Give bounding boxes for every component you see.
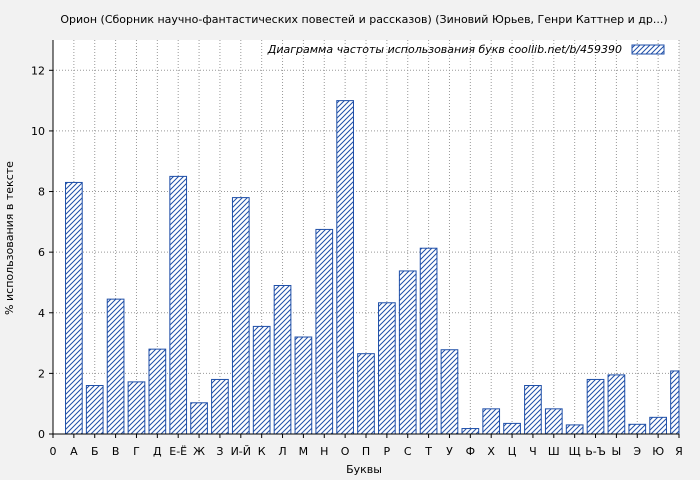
legend-swatch — [631, 44, 665, 55]
legend-label: Диаграмма частоты использования букв coo… — [267, 43, 622, 56]
x-tick-label: Д — [153, 445, 162, 458]
bar-Л — [273, 284, 292, 435]
x-tick-label: А — [70, 445, 78, 458]
x-tick-label: Ж — [193, 445, 205, 458]
x-tick-label: П — [362, 445, 370, 458]
bar-У — [440, 349, 459, 435]
bar-Ц — [503, 422, 521, 435]
x-tick-label: Ш — [548, 445, 560, 458]
bar-Ы — [607, 374, 626, 435]
bar-Х — [482, 408, 501, 435]
bar-Г — [127, 381, 146, 435]
x-tick-label: Л — [278, 445, 286, 458]
x-tick-label: 0 — [50, 445, 57, 458]
x-tick-label: И-Й — [231, 445, 251, 458]
x-tick-label: С — [404, 445, 412, 458]
bar-К — [252, 325, 271, 435]
x-tick-label: Э — [633, 445, 641, 458]
x-tick-label: Г — [133, 445, 140, 458]
y-tick-label: 4 — [38, 307, 45, 320]
x-tick-label: Ф — [466, 445, 475, 458]
bar-Щ — [565, 424, 584, 435]
bar-Ш — [544, 408, 563, 435]
x-tick-label: О — [341, 445, 350, 458]
x-tick-label: Е-Ё — [169, 445, 187, 458]
x-tick-label: Х — [487, 445, 495, 458]
bar-З — [211, 378, 229, 435]
x-tick-label: Ю — [652, 445, 664, 458]
x-tick-label: Р — [384, 445, 391, 458]
bar-Н — [315, 228, 334, 435]
y-tick-label: 8 — [38, 186, 45, 199]
bar-Ч — [524, 385, 542, 435]
x-tick-label: Щ — [569, 445, 581, 458]
y-axis-label: % использования в тексте — [3, 161, 16, 315]
y-tick-label: 6 — [38, 246, 45, 259]
bar-М — [294, 336, 313, 435]
bar-А — [65, 181, 83, 435]
bar-Б — [85, 385, 104, 435]
x-tick-label: Н — [320, 445, 328, 458]
x-axis-label: Буквы — [346, 463, 382, 476]
x-tick-label: Ь-Ъ — [585, 445, 606, 458]
y-tick-label: 12 — [31, 64, 45, 77]
bar-Д — [148, 348, 167, 435]
bar-И-Й — [231, 197, 250, 435]
x-tick-label: В — [112, 445, 120, 458]
legend: Диаграмма частоты использования букв coo… — [267, 43, 665, 56]
bar-П — [357, 353, 375, 435]
x-tick-label: Я — [675, 445, 683, 458]
x-tick-label: У — [446, 445, 453, 458]
y-tick-label: 0 — [38, 428, 45, 441]
x-tick-label: З — [216, 445, 223, 458]
bar-Э — [628, 423, 647, 435]
bar-В — [106, 298, 125, 435]
x-tick-label: Т — [424, 445, 432, 458]
bar-С — [398, 270, 417, 435]
bar-Е-Ё — [169, 175, 188, 435]
bar-Ь-Ъ — [586, 378, 605, 435]
x-tick-label: Ц — [508, 445, 517, 458]
bar-Я — [670, 370, 680, 435]
bar-Ж — [190, 402, 208, 435]
x-tick-label: Ч — [529, 445, 537, 458]
y-tick-label: 2 — [38, 367, 45, 380]
bar-Ф — [461, 428, 480, 435]
bar-Ю — [649, 416, 667, 435]
x-tick-label: К — [258, 445, 266, 458]
x-tick-label: М — [299, 445, 309, 458]
bar-Р — [378, 302, 396, 435]
x-tick-label: Ы — [612, 445, 622, 458]
y-tick-label: 10 — [31, 125, 45, 138]
bar-Т — [419, 247, 438, 435]
x-tick-label: Б — [91, 445, 99, 458]
chart-title: Орион (Сборник научно-фантастических пов… — [60, 13, 667, 26]
bar-О — [336, 100, 354, 435]
